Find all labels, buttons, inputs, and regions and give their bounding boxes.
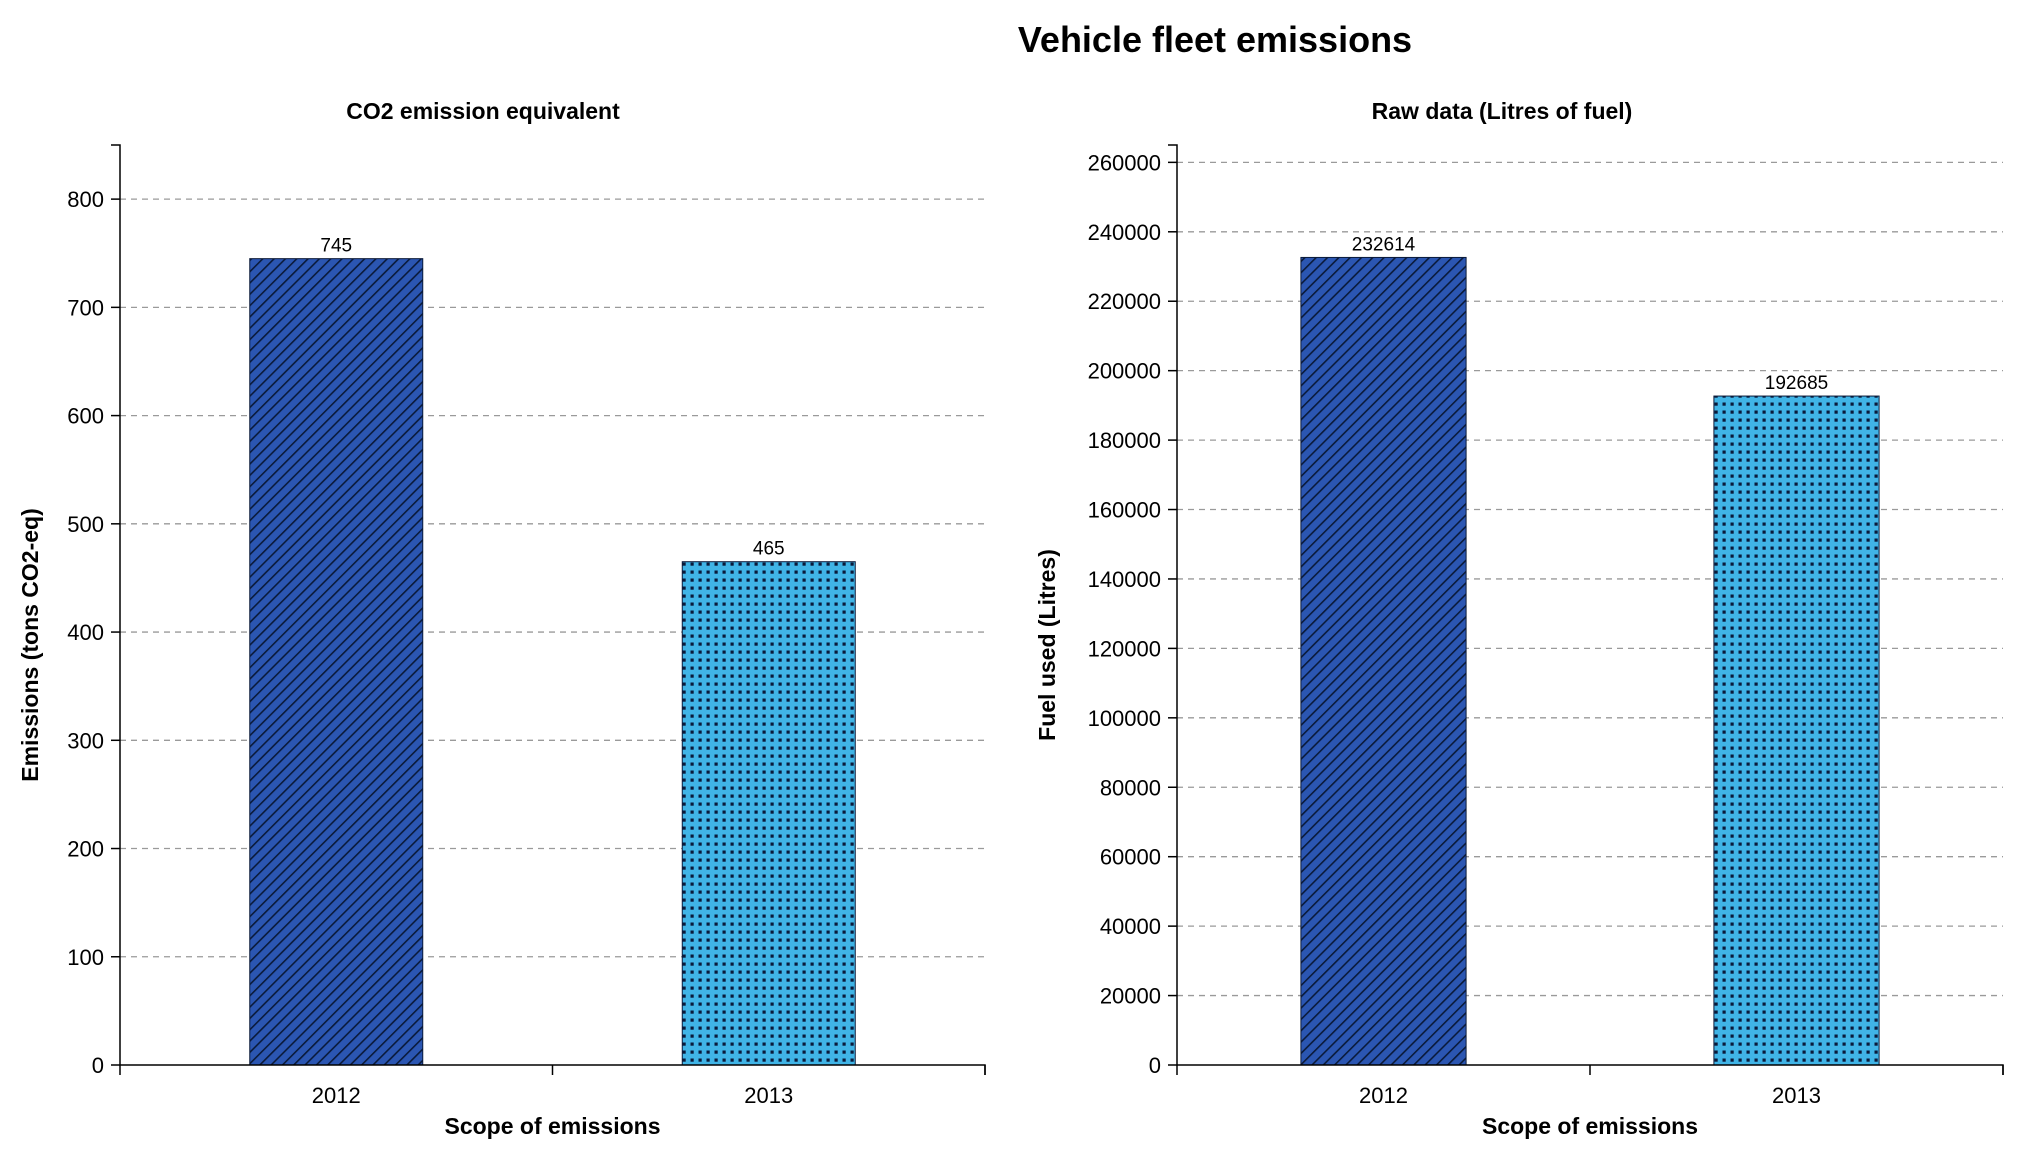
panel-title: Raw data (Litres of fuel) xyxy=(1372,98,1633,124)
bar-2013 xyxy=(681,561,856,1066)
x-tick-label: 2012 xyxy=(1359,1083,1408,1108)
y-tick-label: 80000 xyxy=(1100,775,1161,800)
y-tick-label: 140000 xyxy=(1088,567,1161,592)
y-tick-label: 100000 xyxy=(1088,706,1161,731)
x-tick-label: 2013 xyxy=(744,1083,793,1108)
y-tick-label: 300 xyxy=(67,728,104,753)
y-tick-label: 160000 xyxy=(1088,498,1161,523)
bar-2012 xyxy=(249,258,424,1066)
y-axis-label: Fuel used (Litres) xyxy=(1034,549,1060,741)
chart-panel-fuel: Raw data (Litres of fuel) 0 20000 40000 6000… xyxy=(1034,98,2004,1139)
y-tick-label: 20000 xyxy=(1100,984,1161,1009)
y-tick-label: 120000 xyxy=(1088,636,1161,661)
data-label-2013: 465 xyxy=(753,539,785,560)
data-label-2012: 745 xyxy=(320,236,352,257)
x-axis-label: Scope of emissions xyxy=(444,1113,660,1139)
y-tick-label: 240000 xyxy=(1088,220,1161,245)
y-tick-label: 220000 xyxy=(1088,289,1161,314)
chart-panel-co2: CO2 emission equivalent 0 100 200 300 400 500 6… xyxy=(17,98,986,1139)
x-axis-label: Scope of emissions xyxy=(1482,1113,1698,1139)
x-tick-label: 2013 xyxy=(1772,1083,1821,1108)
y-tick-label: 200000 xyxy=(1088,359,1161,384)
y-tick-label: 600 xyxy=(67,404,104,429)
y-tick-label: 0 xyxy=(92,1053,104,1078)
y-tick-label: 200 xyxy=(67,837,104,862)
panel-title: CO2 emission equivalent xyxy=(346,98,620,124)
y-tick-label: 40000 xyxy=(1100,914,1161,939)
y-axis-label: Emissions (tons CO2-eq) xyxy=(17,508,43,781)
y-tick-label: 60000 xyxy=(1100,845,1161,870)
x-tick-label: 2012 xyxy=(312,1083,361,1108)
data-label-2013: 192685 xyxy=(1765,373,1828,394)
chart-main-title: Vehicle fleet emissions xyxy=(1018,19,1412,60)
y-tick-label: 180000 xyxy=(1088,428,1161,453)
y-tick-label: 400 xyxy=(67,620,104,645)
y-tick-label: 800 xyxy=(67,187,104,212)
y-tick-label: 260000 xyxy=(1088,150,1161,175)
data-label-2012: 232614 xyxy=(1352,234,1416,255)
bar-2013 xyxy=(1713,395,1880,1066)
y-tick-label: 500 xyxy=(67,512,104,537)
bar-2012 xyxy=(1300,256,1467,1066)
y-tick-label: 700 xyxy=(67,295,104,320)
y-tick-label: 100 xyxy=(67,945,104,970)
y-tick-label: 0 xyxy=(1149,1053,1161,1078)
